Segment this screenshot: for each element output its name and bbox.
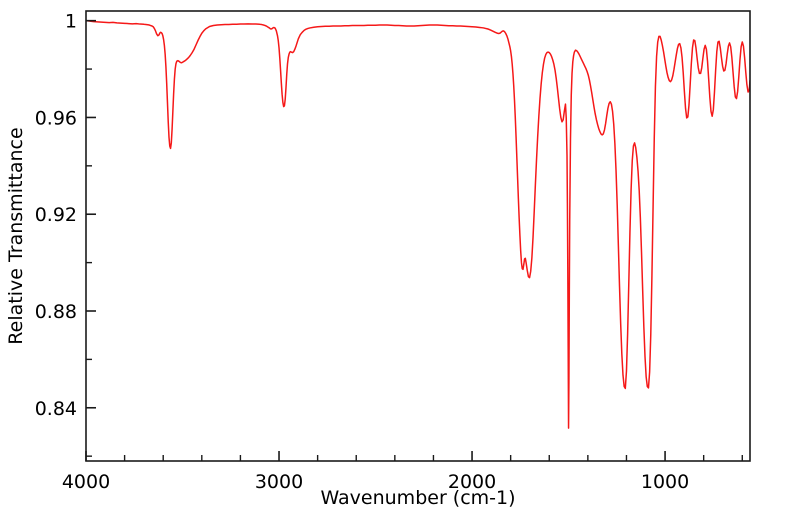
y-axis-ticks xyxy=(86,19,96,457)
x-tick-label: 2000 xyxy=(448,471,496,493)
x-axis-ticks xyxy=(85,451,743,461)
plot-area-background xyxy=(86,11,750,461)
y-tick-label: 0.84 xyxy=(35,398,77,420)
y-axis-tick-labels: 1 0.96 0.92 0.88 0.84 xyxy=(35,11,77,420)
x-axis-tick-labels: 4000 3000 2000 1000 xyxy=(62,471,689,493)
plot-frame xyxy=(85,10,751,462)
y-axis-title: Relative Transmittance xyxy=(5,127,27,344)
y-tick-label: 0.96 xyxy=(35,107,77,129)
y-tick-label: 0.92 xyxy=(35,204,77,226)
x-tick-label: 4000 xyxy=(62,471,110,493)
spectrum-trace xyxy=(86,19,750,429)
x-tick-label: 1000 xyxy=(641,471,689,493)
x-axis-title: Wavenumber (cm-1) xyxy=(320,487,515,509)
x-tick-label: 3000 xyxy=(255,471,303,493)
y-tick-label: 0.88 xyxy=(35,301,77,323)
y-tick-label: 1 xyxy=(65,11,77,33)
